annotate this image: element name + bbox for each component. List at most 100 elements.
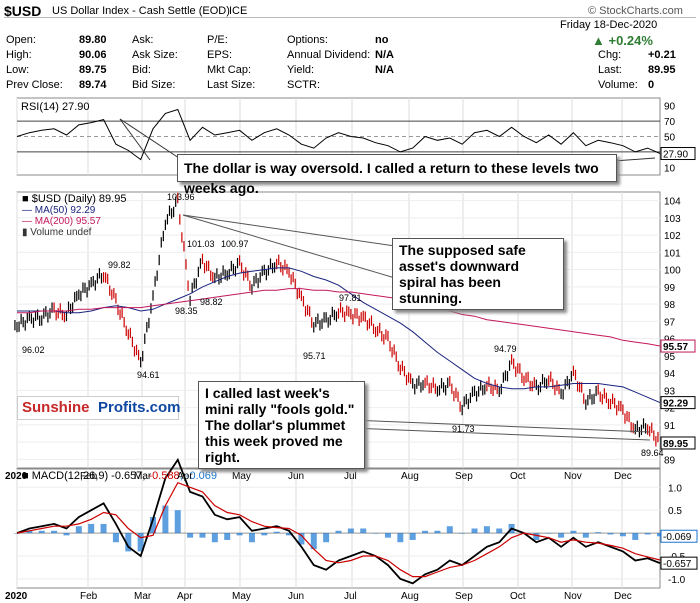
macd-histogram-bar <box>409 533 416 540</box>
x-label-price: Feb <box>80 471 98 482</box>
macd-histogram-bar <box>570 530 577 534</box>
price-annotation: 96.02 <box>22 345 45 355</box>
macd-last-box <box>660 529 698 543</box>
macd-histogram-bar <box>582 533 589 538</box>
x-label-macd: May <box>232 591 251 602</box>
quote-label: Bid: <box>132 64 151 76</box>
quote-value: no <box>375 34 389 46</box>
quote-value: N/A <box>375 64 394 76</box>
rsi-tick: 70 <box>664 117 676 128</box>
macd-last-label: -0.069 <box>663 532 692 543</box>
x-label-price: Sep <box>455 471 473 482</box>
macd-histogram-bar <box>644 533 651 535</box>
macd-histogram-bar <box>496 528 503 534</box>
macd-histogram-bar <box>211 533 218 543</box>
x-label-price: May <box>232 471 251 482</box>
quote-label: Ask Size: <box>132 49 178 61</box>
ma200-line <box>17 288 661 347</box>
macd-last-box <box>660 556 698 570</box>
x-label-macd: Oct <box>510 591 526 602</box>
x-label-price: Dec <box>614 471 632 482</box>
macd-histogram-bar <box>595 532 602 534</box>
macd-histogram-bar <box>360 528 367 534</box>
macd-histogram-bar <box>38 530 45 534</box>
rsi-legend: RSI(14) 27.90 <box>21 101 89 113</box>
macd-histogram-bar <box>51 530 58 534</box>
price-annotation: 98.82 <box>200 297 223 307</box>
quote-label: Low: <box>6 64 30 76</box>
macd-histogram-bar <box>434 530 441 534</box>
date-label: Friday 18-Dec-2020 <box>560 19 658 31</box>
quote-label: Mkt Cap: <box>207 64 252 76</box>
x-label-macd: Mar <box>134 591 152 602</box>
macd-histogram-bar <box>112 533 119 543</box>
macd-histogram-bar <box>483 526 490 534</box>
price-annotation: 99.82 <box>108 260 131 270</box>
price-annotation: 94.79 <box>494 344 517 354</box>
macd-tick: 1.0 <box>668 483 682 494</box>
rsi-tick: 10 <box>664 163 676 174</box>
price-tick: 104 <box>664 197 681 208</box>
rsi-line <box>16 108 661 161</box>
quote-value: 89.75 <box>79 64 107 76</box>
quote-value: 90.06 <box>79 49 107 61</box>
quote-label: Yield: <box>287 64 315 76</box>
symbol-label: $USD <box>4 3 42 19</box>
price-last-label: 95.57 <box>663 342 688 353</box>
x-label-price: Oct <box>510 471 526 482</box>
price-legend: ■ $USD (Daily) 89.95 <box>22 193 126 205</box>
x-label-macd: Sep <box>455 591 473 602</box>
macd-histogram-bar <box>26 530 33 534</box>
macd-histogram-bar <box>558 533 565 538</box>
macd-histogram-bar <box>384 533 391 538</box>
price-annotation: 91.73 <box>452 424 475 434</box>
price-tick: 89 <box>664 455 676 466</box>
sunshine-profits-logo: Sunshine Profits.com <box>17 396 181 420</box>
macd-histogram-bar <box>14 533 20 534</box>
macd-histogram-bar <box>63 533 70 536</box>
price-last-box <box>660 396 696 410</box>
price-annotation: 103.96 <box>167 192 195 202</box>
quote-label: Annual Dividend: <box>287 49 371 61</box>
macd-tick: -1.0 <box>668 575 686 586</box>
macd-histogram-bar <box>162 505 169 534</box>
macd-histogram-bar <box>236 533 243 536</box>
price-tick: 100 <box>664 266 681 277</box>
note-rsi: The dollar is way oversold. I called a r… <box>177 154 617 196</box>
macd-histogram-bar <box>273 531 280 534</box>
rsi-tick: 90 <box>664 102 676 113</box>
macd-histogram-bar <box>75 526 82 534</box>
x-label-price: Nov <box>564 471 582 482</box>
macd-histogram-bar <box>545 533 552 534</box>
quote-label: Last Size: <box>207 79 256 91</box>
x-label-price: Jul <box>344 471 357 482</box>
macd-histogram-bar <box>459 533 466 534</box>
macd-tick: 0.5 <box>668 506 682 517</box>
macd-histogram-bar <box>187 533 194 538</box>
macd-histogram-bar <box>619 533 626 537</box>
x-label-macd: Jul <box>344 591 357 602</box>
macd-histogram-bar <box>298 533 305 545</box>
rsi-last-box <box>660 147 696 161</box>
price-tick: 99 <box>664 283 676 294</box>
x-label-macd: Jun <box>288 591 304 602</box>
rsi-tick: 50 <box>664 133 676 144</box>
change-pct: ▲ +0.24% <box>592 33 653 48</box>
macd-histogram-bar <box>174 510 181 534</box>
macd-histogram-bar <box>397 533 404 543</box>
price-tick: 103 <box>664 214 681 225</box>
macd-histogram-bar <box>372 533 379 534</box>
logo-text-a: Sunshine <box>22 399 90 416</box>
macd-histogram-bar <box>335 530 342 534</box>
price-annotation: 97.81 <box>339 293 362 303</box>
price-annotation: 101.03 <box>187 239 215 249</box>
macd-histogram-bar <box>224 533 231 540</box>
quote-value: +0.21 <box>648 49 676 61</box>
price-tick: 101 <box>664 248 681 259</box>
price-tick: 102 <box>664 231 681 242</box>
macd-histogram-bar <box>422 530 429 534</box>
price-tick: 94 <box>664 369 676 380</box>
note-pointer <box>182 214 396 279</box>
quote-label: High: <box>6 49 32 61</box>
